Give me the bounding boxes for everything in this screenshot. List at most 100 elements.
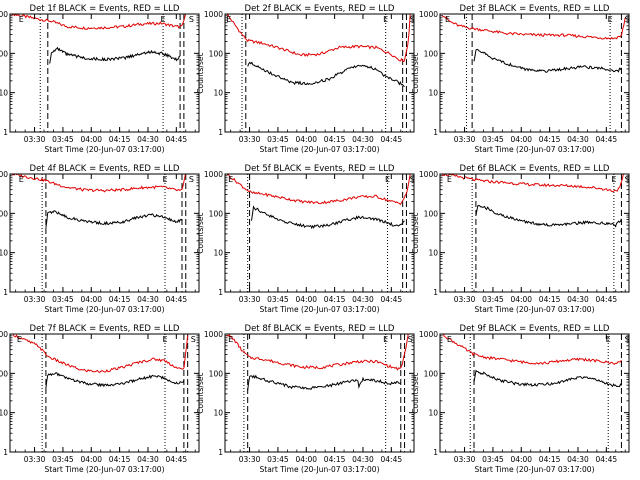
panel-axes-frame [9, 173, 200, 293]
y-tick-label: 100 [209, 209, 224, 218]
x-tick-label: 04:00 [510, 135, 532, 144]
y-tick-label: 10 [428, 409, 438, 418]
panel-axes-frame [9, 13, 200, 133]
y-axis-label: Counts/sec [196, 372, 205, 413]
y-tick-label: 100 [0, 49, 8, 58]
events-series-line [475, 204, 622, 228]
y-tick-label: 1000 [0, 170, 8, 179]
y-tick-label: 1000 [204, 330, 223, 339]
panel-plot-area [11, 14, 187, 132]
x-tick-label: 04:00 [295, 455, 317, 464]
events-series-line [247, 61, 405, 88]
x-axis-label: Start Time (20-Jun-07 03:17:00) [45, 145, 165, 154]
x-axis-label: Start Time (20-Jun-07 03:17:00) [475, 305, 595, 314]
detector-panel-7: Det 7f BLACK = Events, RED = LLD 1 10 100 10… [0, 324, 200, 474]
lld-series-line [12, 334, 189, 373]
top-marker-label: S [189, 175, 194, 184]
panel-plot-area [441, 174, 624, 292]
x-tick-label: 04:30 [137, 295, 159, 304]
y-axis-label: Counts/sec [196, 212, 205, 253]
lld-series-line [441, 14, 626, 40]
x-tick-label: 03:45 [482, 295, 504, 304]
y-tick-label: 10 [0, 249, 8, 258]
x-tick-label: 04:45 [381, 135, 403, 144]
panel-axes-frame [439, 333, 630, 453]
x-axis-label: Start Time (20-Jun-07 03:17:00) [260, 465, 380, 474]
y-tick-label: 100 [209, 49, 224, 58]
panel-plot-area [226, 174, 411, 292]
lld-series-line [226, 334, 409, 371]
y-tick-label: 100 [424, 369, 439, 378]
x-tick-label: 04:45 [381, 295, 403, 304]
detector-panel-8: Det 8f BLACK = Events, RED = LLD 1 10 100 10… [196, 324, 415, 474]
lld-series-line [226, 14, 411, 63]
panel-title: Det 1f BLACK = Events, RED = LLD [30, 4, 180, 14]
top-marker-label: E [161, 15, 166, 24]
lld-series-line [11, 174, 187, 193]
top-marker-label: E [228, 335, 233, 344]
events-series-line [45, 372, 185, 389]
lld-series-line [441, 334, 622, 366]
events-series-line [251, 205, 405, 230]
x-tick-label: 04:45 [596, 295, 618, 304]
y-tick-label: 1 [433, 128, 438, 137]
x-tick-label: 04:15 [109, 135, 131, 144]
panel-axes-frame [224, 13, 415, 133]
x-tick-label: 04:30 [137, 455, 159, 464]
panel-axes-frame [9, 333, 200, 453]
panel-axes-frame [224, 173, 415, 293]
x-tick-label: 04:00 [80, 135, 102, 144]
events-series-line [473, 48, 622, 73]
panel-plot-area [12, 334, 189, 452]
y-tick-label: 1 [3, 448, 8, 457]
x-tick-label: 03:30 [24, 455, 46, 464]
panel-plot-area [441, 334, 622, 452]
y-tick-label: 10 [213, 409, 223, 418]
x-tick-label: 03:45 [267, 135, 289, 144]
x-tick-label: 04:30 [352, 295, 374, 304]
events-series-line [247, 374, 401, 391]
top-marker-label: S [625, 15, 630, 24]
y-tick-label: 10 [0, 89, 8, 98]
x-tick-label: 04:45 [166, 455, 188, 464]
panel-title: Det 6f BLACK = Events, RED = LLD [460, 164, 610, 174]
panel-axes-frame [439, 13, 630, 133]
x-tick-label: 03:30 [239, 135, 261, 144]
y-axis-label: Counts/sec [411, 372, 420, 413]
top-marker-label: E [385, 175, 390, 184]
top-marker-label: E [608, 15, 613, 24]
x-tick-label: 04:15 [539, 135, 561, 144]
x-tick-label: 04:15 [109, 295, 131, 304]
x-tick-label: 04:45 [166, 135, 188, 144]
x-tick-label: 04:00 [510, 455, 532, 464]
x-tick-label: 04:00 [510, 295, 532, 304]
x-tick-label: 04:15 [109, 455, 131, 464]
x-tick-label: 04:15 [324, 455, 346, 464]
panel-title: Det 2f BLACK = Events, RED = LLD [245, 4, 395, 14]
y-axis-label: Counts/sec [411, 212, 420, 253]
x-tick-label: 04:30 [352, 135, 374, 144]
x-tick-label: 04:45 [381, 455, 403, 464]
panel-title: Det 4f BLACK = Events, RED = LLD [30, 164, 180, 174]
x-tick-label: 04:15 [324, 135, 346, 144]
detector-panel-1: Det 1f BLACK = Events, RED = LLD 1 10 100 10… [0, 4, 200, 154]
x-axis-label: Start Time (20-Jun-07 03:17:00) [475, 465, 595, 474]
x-tick-label: 04:00 [295, 295, 317, 304]
panel-title: Det 8f BLACK = Events, RED = LLD [245, 324, 395, 334]
x-tick-label: 03:30 [239, 295, 261, 304]
x-axis-label: Start Time (20-Jun-07 03:17:00) [45, 305, 165, 314]
detector-panel-4: Det 4f BLACK = Events, RED = LLD 1 10 100 10… [0, 164, 200, 314]
top-marker-label: E [19, 15, 24, 24]
x-tick-label: 03:45 [267, 295, 289, 304]
top-marker-label: E [383, 15, 388, 24]
x-tick-label: 04:45 [166, 295, 188, 304]
events-series-line [45, 210, 183, 228]
x-tick-label: 03:30 [454, 135, 476, 144]
top-marker-label: E [611, 175, 616, 184]
x-tick-label: 04:30 [137, 135, 159, 144]
x-tick-label: 04:30 [567, 135, 589, 144]
y-tick-label: 1 [433, 448, 438, 457]
detector-panel-6: Det 6f BLACK = Events, RED = LLD 1 10 100 10… [411, 164, 630, 314]
x-axis-label: Start Time (20-Jun-07 03:17:00) [260, 145, 380, 154]
y-tick-label: 1 [218, 128, 223, 137]
